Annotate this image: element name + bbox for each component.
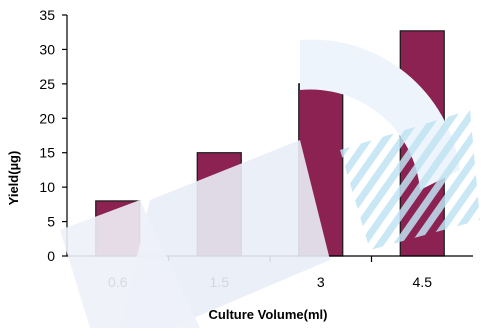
- y-tick-label: 30: [39, 41, 55, 57]
- y-tick-label: 10: [39, 179, 55, 195]
- y-tick-label: 15: [39, 145, 55, 161]
- x-axis-label: Culture Volume(ml): [209, 307, 328, 322]
- y-axis-label: Yield(µg): [6, 151, 21, 206]
- y-tick-label: 35: [39, 7, 55, 23]
- x-tick-label: 4.5: [413, 274, 433, 290]
- x-tick-label: 3: [317, 274, 325, 290]
- y-tick-label: 0: [47, 248, 55, 264]
- y-tick-label: 5: [47, 214, 55, 230]
- y-tick-label: 20: [39, 110, 55, 126]
- y-tick-label: 25: [39, 76, 55, 92]
